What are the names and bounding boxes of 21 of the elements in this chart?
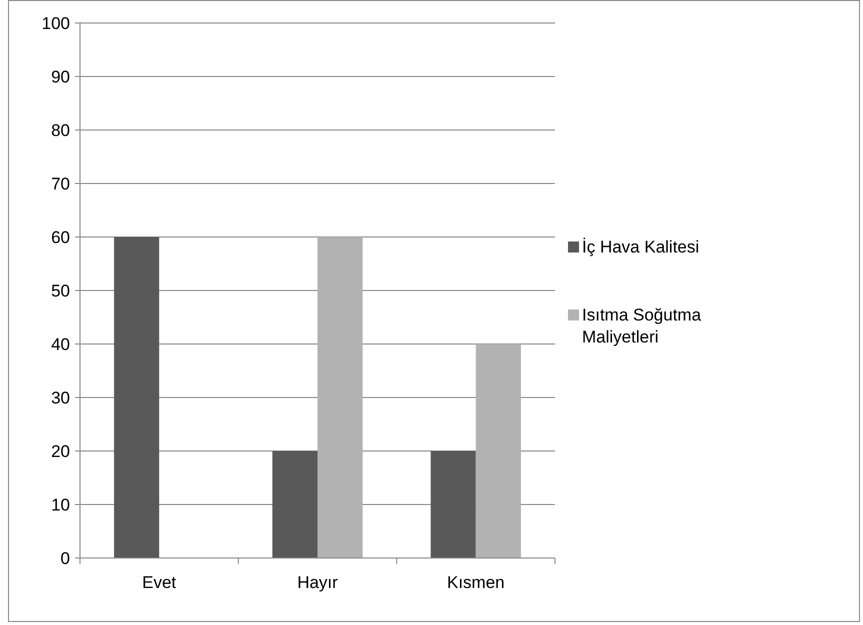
y-tick-label: 0 [60,548,70,568]
bar [430,451,476,558]
bar [272,451,318,558]
bar [318,237,363,558]
y-tick-label: 70 [51,174,70,194]
y-tick-label: 30 [51,388,70,408]
y-tick-label: 20 [51,442,70,461]
x-tick-label: Evet [142,573,176,592]
x-tick-label: Kısmen [447,573,505,592]
y-tick-label: 80 [51,120,70,140]
bar [114,237,160,558]
y-tick-label: 40 [51,334,70,354]
legend-label: İç Hava Kalitesi [582,238,700,256]
x-tick-label: Hayır [297,573,338,592]
y-tick-label: 60 [51,228,70,247]
legend-label: Isıtma Soğutma Maliyetleri [582,306,702,346]
y-tick-label: 10 [51,495,70,514]
y-tick-label: 50 [51,281,70,300]
y-tick-label: 90 [51,67,70,86]
bar [476,344,521,558]
y-tick-label: 100 [42,14,70,33]
